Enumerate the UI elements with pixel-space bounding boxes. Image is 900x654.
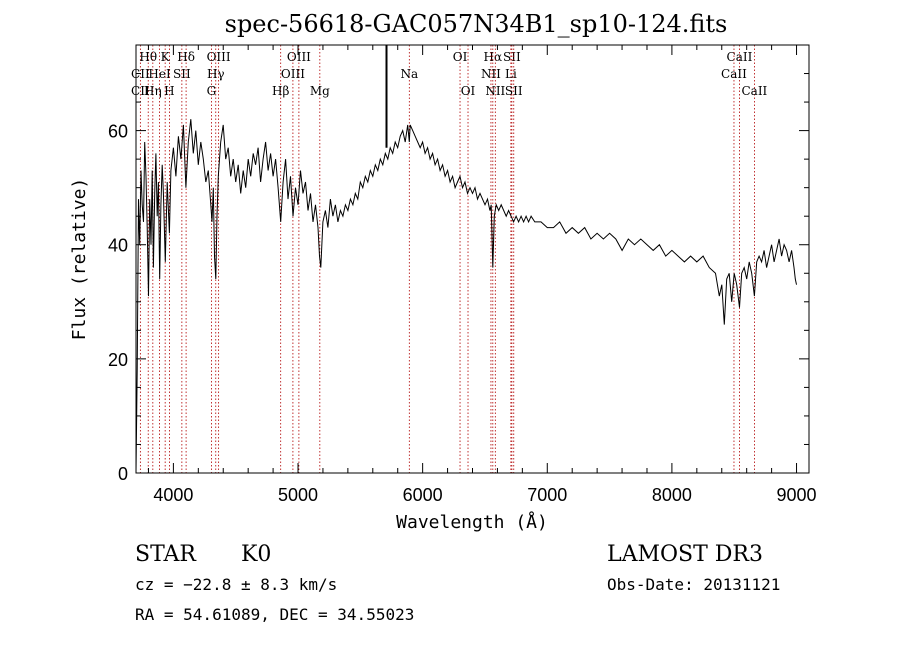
marker-label: NII [485, 84, 505, 98]
y-axis-label: Flux (relative) [69, 178, 90, 341]
x-tick-label: 5000 [278, 485, 318, 505]
x-tick-label: 7000 [527, 485, 567, 505]
y-tick-label: 20 [108, 350, 128, 370]
sky-coordinates: RA = 54.61089, DEC = 34.55023 [135, 605, 414, 624]
marker-label: Hα [484, 50, 503, 64]
x-tick-label: 8000 [652, 485, 692, 505]
marker-label: Hγ [207, 67, 225, 81]
marker-label: CaII [727, 50, 753, 64]
marker-label: K [161, 50, 171, 64]
marker-label: OIII [207, 50, 231, 64]
y-tick-label: 60 [108, 122, 128, 142]
marker-label: HeI [148, 67, 171, 81]
spectrum-line [135, 119, 797, 474]
marker-label: OIII [281, 67, 305, 81]
survey-name: LAMOST DR3 [607, 542, 763, 567]
observation-date: Obs-Date: 20131121 [607, 575, 780, 594]
object-class: STAR [135, 542, 197, 567]
x-axis-label: Wavelength (Å) [396, 511, 548, 533]
marker-label: H [164, 84, 174, 98]
marker-label: Hβ [272, 84, 289, 98]
marker-label: SII [173, 67, 191, 81]
marker-label: Hθ [139, 50, 157, 64]
chart-title: spec-56618-GAC057N34B1_sp10-124.fits [225, 10, 728, 38]
marker-label: OI [453, 50, 468, 64]
x-tick-label: 4000 [153, 485, 193, 505]
plot-frame [135, 44, 810, 474]
redshift-velocity: cz = −22.8 ± 8.3 km/s [135, 575, 337, 594]
marker-label: Hδ [177, 50, 195, 64]
marker-label: NII [481, 67, 501, 81]
marker-label: SII [503, 50, 521, 64]
object-subclass: K0 [241, 542, 271, 567]
marker-label: CaII [741, 84, 767, 98]
axis-ticks: 4000 5000 6000 7000 8000 9000 0 20 40 60 [108, 45, 817, 505]
marker-label: OI [461, 84, 476, 98]
x-tick-label: 6000 [403, 485, 443, 505]
x-tick-label: 9000 [777, 485, 817, 505]
marker-label: G [207, 84, 217, 98]
y-tick-label: 0 [118, 464, 128, 484]
marker-label: Mg [310, 84, 330, 98]
marker-label: OIII [287, 50, 311, 64]
spectrum-series [135, 45, 797, 474]
marker-label: CaII [721, 67, 747, 81]
marker-label: Na [400, 67, 418, 81]
marker-label: Li [505, 67, 517, 81]
y-tick-label: 40 [108, 236, 128, 256]
marker-label: Hη [144, 84, 162, 98]
marker-label: SII [505, 84, 523, 98]
